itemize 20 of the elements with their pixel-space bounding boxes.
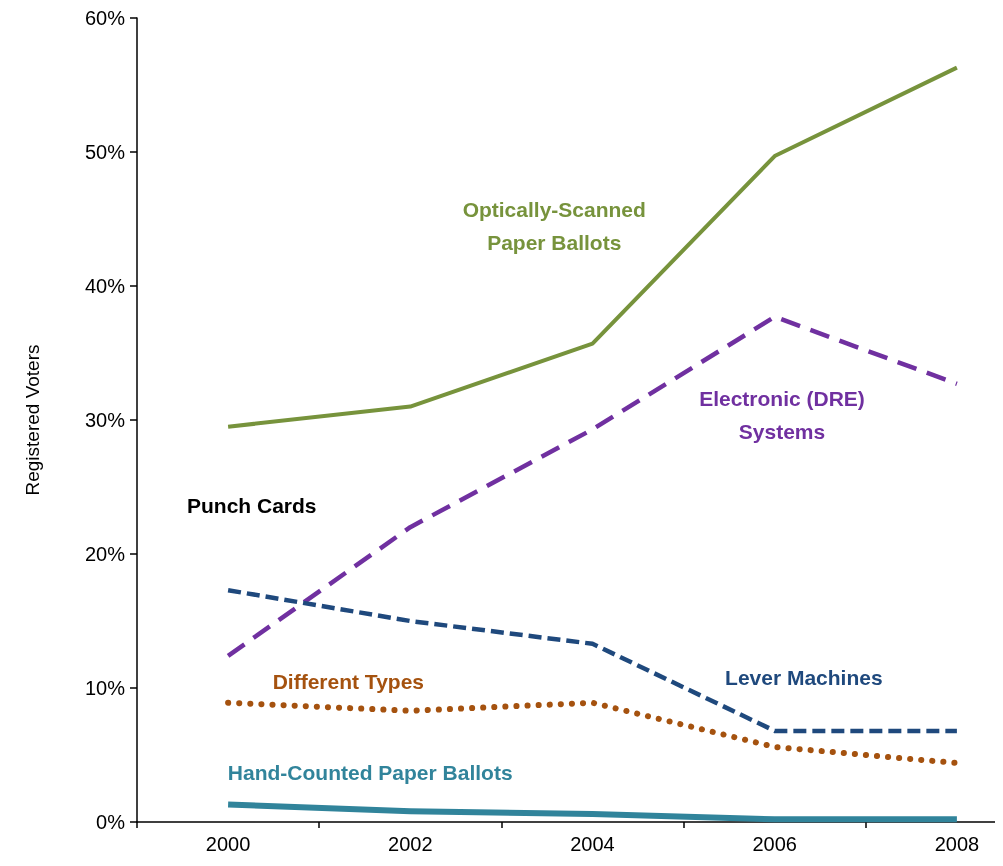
annotation: Punch Cards	[187, 494, 317, 518]
x-tick-label: 2002	[388, 833, 433, 855]
y-tick-label: 30%	[84, 409, 126, 431]
y-tick-label: 60%	[84, 7, 126, 29]
y-tick-label: 50%	[84, 141, 126, 163]
x-tick-label: 2004	[570, 833, 615, 855]
x-tick-label: 2006	[752, 833, 797, 855]
series-label: Optically-Scanned Paper Ballots	[462, 197, 646, 254]
y-axis-title: Registered Voters	[22, 344, 43, 496]
x-tick-label: 2008	[934, 833, 980, 855]
series-label: Different Types	[272, 669, 425, 693]
y-tick-label: 0%	[96, 811, 126, 833]
series-label: Lever Machines	[725, 665, 883, 689]
series-label: Electronic (DRE) Systems	[699, 386, 865, 443]
x-tick-label: 2000	[205, 833, 251, 855]
series-label: Hand-Counted Paper Ballots	[227, 760, 513, 784]
y-tick-label: 20%	[84, 543, 126, 565]
y-tick-label: 40%	[84, 275, 126, 297]
y-tick-label: 10%	[84, 677, 126, 699]
line-series	[225, 587, 960, 734]
